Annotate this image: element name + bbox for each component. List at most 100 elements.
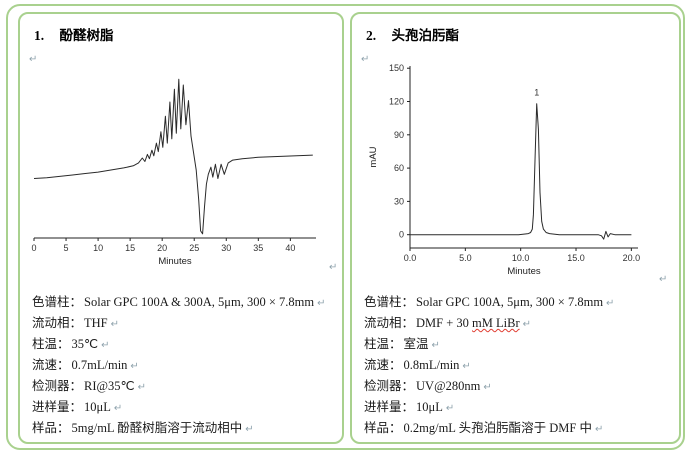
line-break-mark: ↵ (245, 424, 254, 435)
spec-value: DMF + 30 (416, 316, 473, 330)
panel-cefpodoxime-proxetil: 2. 头孢泊肟酯 ↵ 0.0 5.0 10.0 15.0 20.0 0 30 60 90 120 1… (350, 12, 681, 444)
svg-text:15: 15 (125, 243, 135, 253)
svg-text:10: 10 (93, 243, 103, 253)
spec-label: 样品： (364, 421, 402, 435)
line-break-mark: ↵ (594, 424, 604, 435)
spec-row: 检测器： UV@280nm ↵ (364, 376, 673, 397)
spec-value-spellcheck: mM LiBr (472, 316, 520, 330)
line-break-mark: ↵ (137, 382, 146, 393)
spec-row: 样品： 0.2mg/mL 头孢泊肟酯溶于 DMF 中 ↵ (364, 418, 673, 439)
spec-value: 10μL (416, 400, 443, 414)
svg-text:20.0: 20.0 (623, 253, 641, 263)
panel-1-title: 酚醛树脂 (59, 28, 114, 43)
spec-value: 10μL (84, 400, 111, 414)
spec-value: 0.7mL/min (71, 358, 128, 372)
spec-list-2: 色谱柱： Solar GPC 100A, 5μm, 300 × 7.8mm ↵ 流动… (364, 292, 673, 439)
svg-text:30: 30 (221, 243, 231, 253)
spec-row: 检测器： RI@35℃ ↵ (32, 376, 336, 397)
spec-row: 样品： 5mg/mL 酚醛树脂溶于流动相中 ↵ (32, 418, 336, 439)
spec-label: 流动相： (32, 316, 83, 330)
line-break-mark: ↵ (462, 361, 471, 372)
paragraph-mark: ↵ (329, 262, 338, 273)
spec-value: Solar GPC 100A & 300A, 5μm, 300 × 7.8mm (84, 295, 315, 309)
svg-text:60: 60 (394, 163, 404, 173)
spec-row: 流动相： DMF + 30 mM LiBr ↵ (364, 313, 673, 334)
spec-row: 进样量： 10μL ↵ (32, 397, 336, 418)
spec-value: Solar GPC 100A, 5μm, 300 × 7.8mm (416, 295, 604, 309)
panel-1-header: 1. 酚醛树脂 (34, 24, 332, 44)
spec-value: THF (84, 316, 108, 330)
svg-text:mAU: mAU (368, 146, 379, 167)
panel-2-title: 头孢泊肟酯 (391, 28, 460, 43)
line-break-mark: ↵ (113, 403, 123, 414)
spec-label: 色谱柱： (32, 295, 83, 309)
svg-text:1: 1 (534, 87, 539, 97)
svg-text:40: 40 (285, 243, 295, 253)
spec-row: 流速： 0.7mL/min ↵ (32, 355, 336, 376)
svg-text:0.0: 0.0 (404, 253, 417, 263)
spec-row: 流动相： THF ↵ (32, 313, 336, 334)
line-break-mark: ↵ (522, 319, 532, 330)
outer-border: 1. 酚醛树脂 ↵ 0 5 10 15 20 25 30 35 40 Minutes ↵ 色谱柱：… (6, 4, 685, 450)
spec-value: 0.2mg/mL 头孢泊肟酯溶于 DMF 中 (403, 421, 592, 435)
line-break-mark: ↵ (431, 340, 440, 351)
spec-label: 流速： (32, 358, 70, 372)
panel-2-number: 2. (366, 28, 377, 43)
svg-text:Minutes: Minutes (507, 266, 541, 277)
line-break-mark: ↵ (101, 340, 110, 351)
paragraph-mark: ↵ (29, 54, 38, 65)
spec-value: 室温 (403, 337, 429, 351)
spec-row: 色谱柱： Solar GPC 100A & 300A, 5μm, 300 × 7.… (32, 292, 336, 313)
line-break-mark: ↵ (483, 382, 492, 393)
line-break-mark: ↵ (130, 361, 139, 372)
spec-label: 进样量： (364, 400, 415, 414)
spec-label: 样品： (32, 421, 70, 435)
chromatogram-1-svg: 0 5 10 15 20 25 30 35 40 Minutes (31, 78, 316, 267)
paragraph-mark: ↵ (361, 54, 370, 65)
paragraph-mark: ↵ (659, 274, 668, 285)
spec-list-1: 色谱柱： Solar GPC 100A & 300A, 5μm, 300 × 7.… (32, 292, 336, 439)
spec-label: 进样量： (32, 400, 83, 414)
panel-phenolic-resin: 1. 酚醛树脂 ↵ 0 5 10 15 20 25 30 35 40 Minutes ↵ 色谱柱：… (18, 12, 344, 444)
spec-label: 色谱柱： (364, 295, 415, 309)
spec-label: 柱温： (364, 337, 402, 351)
spec-row: 柱温： 35℃ ↵ (32, 334, 336, 355)
spec-value: 5mg/mL 酚醛树脂溶于流动相中 (71, 421, 243, 435)
svg-text:90: 90 (394, 130, 404, 140)
chromatogram-1: 0 5 10 15 20 25 30 35 40 Minutes (22, 60, 322, 272)
spec-value: 0.8mL/min (403, 358, 460, 372)
svg-text:0: 0 (399, 230, 404, 240)
svg-text:35: 35 (253, 243, 263, 253)
svg-text:120: 120 (389, 97, 404, 107)
spec-label: 检测器： (32, 379, 83, 393)
svg-text:5: 5 (64, 243, 69, 253)
svg-text:5.0: 5.0 (459, 253, 472, 263)
chromatogram-2: 0.0 5.0 10.0 15.0 20.0 0 30 60 90 120 150 Minutes mA… (362, 54, 652, 292)
spec-value: 35℃ (71, 337, 99, 351)
svg-text:150: 150 (389, 63, 404, 73)
line-break-mark: ↵ (445, 403, 455, 414)
panel-2-header: 2. 头孢泊肟酯 (366, 24, 669, 44)
spec-value: RI@35℃ (84, 379, 135, 393)
spec-label: 流速： (364, 358, 402, 372)
panel-1-number: 1. (34, 28, 45, 43)
spec-label: 流动相： (364, 316, 415, 330)
svg-text:20: 20 (157, 243, 167, 253)
svg-text:0: 0 (31, 243, 36, 253)
line-break-mark: ↵ (606, 298, 615, 309)
spec-row: 色谱柱： Solar GPC 100A, 5μm, 300 × 7.8mm ↵ (364, 292, 673, 313)
line-break-mark: ↵ (110, 319, 120, 330)
spec-row: 柱温： 室温 ↵ (364, 334, 673, 355)
chromatogram-2-svg: 0.0 5.0 10.0 15.0 20.0 0 30 60 90 120 150 Minutes mA… (368, 63, 641, 277)
line-break-mark: ↵ (317, 298, 326, 309)
svg-text:15.0: 15.0 (567, 253, 585, 263)
svg-text:25: 25 (189, 243, 199, 253)
spec-label: 检测器： (364, 379, 415, 393)
spec-value: UV@280nm (416, 379, 481, 393)
svg-text:10.0: 10.0 (512, 253, 530, 263)
spec-row: 进样量： 10μL ↵ (364, 397, 673, 418)
svg-text:30: 30 (394, 196, 404, 206)
spec-label: 柱温： (32, 337, 70, 351)
spec-row: 流速： 0.8mL/min ↵ (364, 355, 673, 376)
